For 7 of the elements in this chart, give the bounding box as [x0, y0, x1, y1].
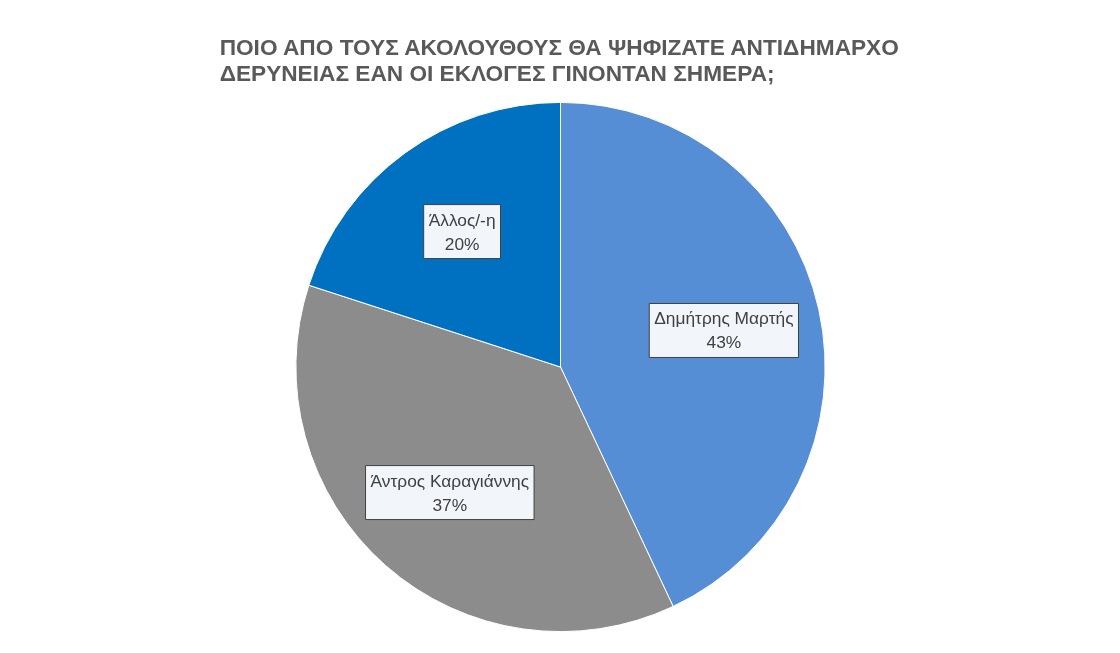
- data-label: 43%: [706, 332, 742, 353]
- slice-label: Δημήτρης Μαρτής: [654, 308, 794, 329]
- data-label: 37%: [432, 494, 468, 515]
- slice-label: Άντρος Καραγιάννης: [370, 470, 530, 491]
- slice-label: Άλλος/-η: [428, 209, 496, 230]
- chart-title: ΠΟΙΟ ΑΠΟ ΤΟΥΣ ΑΚΟΛΟΥΘΟΥΣ ΘΑ ΨΗΦΙΖΑΤΕ ΑΝΤΙΔΗΜΑΡΧΟ ΔΕΡΥΝΕΙΑΣ ΕΑΝ ΟΙ ΕΚΛΟΓΕΣ ΓΙΝΟΝΤΑΝ ΣΗΜΕΡΑ;: [219, 33, 899, 86]
- data-label: 20%: [444, 233, 480, 254]
